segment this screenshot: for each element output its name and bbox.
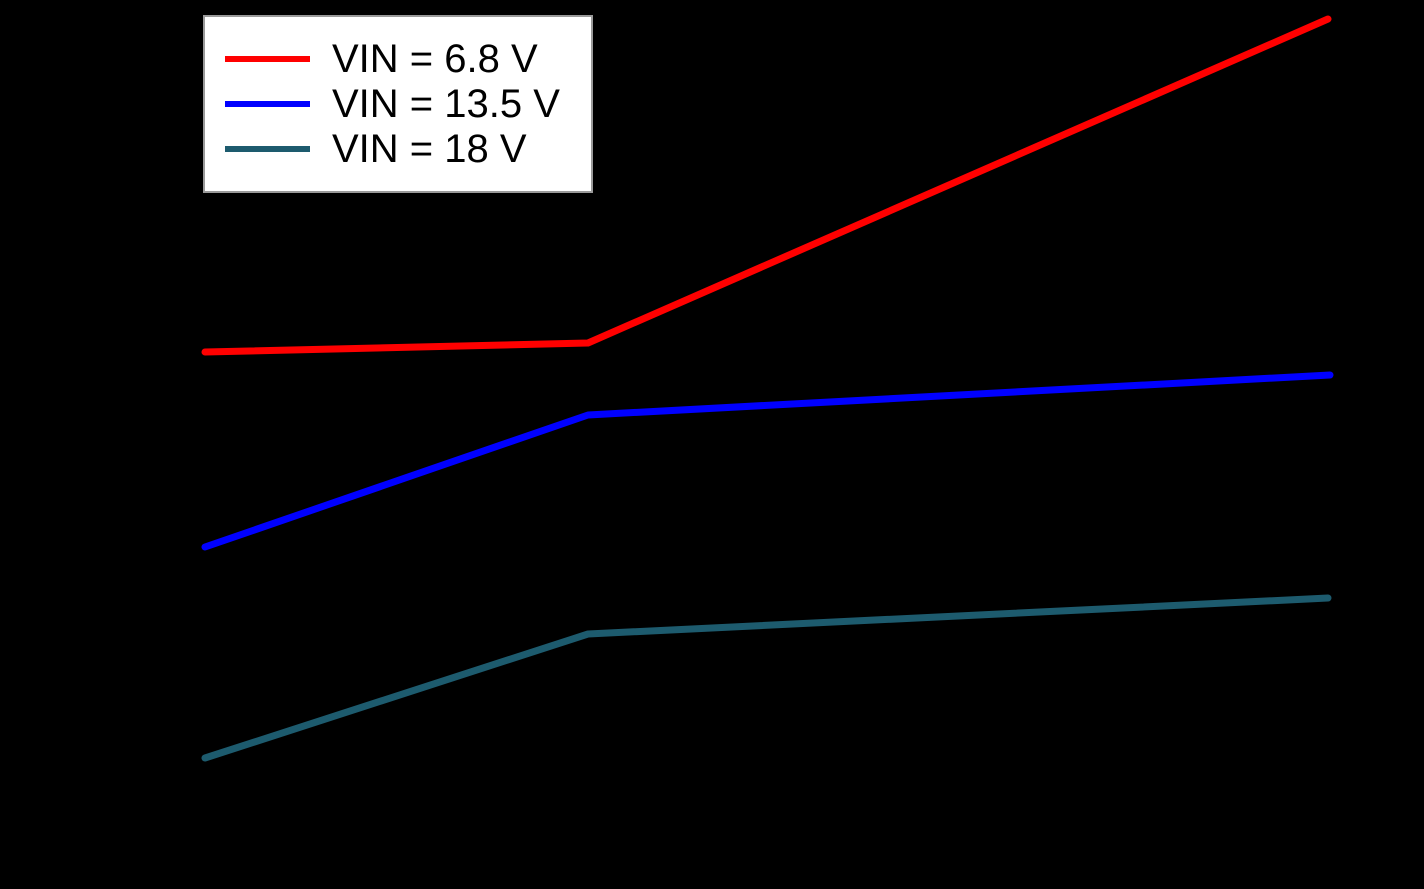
legend-entry: VIN = 13.5 V	[205, 82, 591, 127]
legend-entry: VIN = 18 V	[205, 127, 591, 172]
legend: VIN = 6.8 V VIN = 13.5 V VIN = 18 V	[203, 15, 593, 193]
legend-label: VIN = 6.8 V	[332, 36, 538, 81]
series-line-0	[201, 15, 1332, 356]
legend-swatch-line-icon	[225, 56, 310, 62]
series-line-1	[201, 371, 1334, 551]
legend-entry: VIN = 6.8 V	[205, 37, 591, 82]
series-line-2	[201, 594, 1332, 762]
legend-label: VIN = 13.5 V	[332, 81, 560, 126]
legend-label: VIN = 18 V	[332, 126, 527, 171]
legend-swatch-line-icon	[225, 101, 310, 107]
legend-swatch-line-icon	[225, 146, 310, 152]
